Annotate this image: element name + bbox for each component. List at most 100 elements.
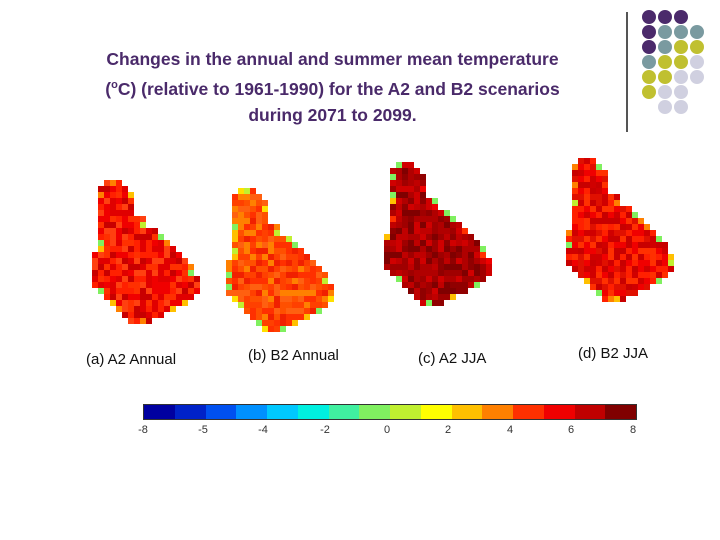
- map-cell: [304, 290, 310, 296]
- map-cell: [602, 182, 608, 188]
- map-cell: [626, 260, 632, 266]
- map-cell: [450, 264, 456, 270]
- map-cell: [274, 248, 280, 254]
- map-cell: [176, 282, 182, 288]
- map-cell: [632, 218, 638, 224]
- map-cell: [134, 282, 140, 288]
- map-cell: [244, 224, 250, 230]
- map-cell: [286, 236, 292, 242]
- map-cell: [584, 248, 590, 254]
- map-cell: [572, 170, 578, 176]
- map-cell: [408, 222, 414, 228]
- map-cell: [572, 212, 578, 218]
- map-cell: [578, 212, 584, 218]
- map-cell: [596, 200, 602, 206]
- map-cell: [444, 264, 450, 270]
- map-cell: [402, 252, 408, 258]
- map-cell: [408, 288, 414, 294]
- map-cell: [256, 266, 262, 272]
- map-cell: [572, 176, 578, 182]
- map-cell: [638, 224, 644, 230]
- map-cell: [408, 162, 414, 168]
- map-cell: [396, 246, 402, 252]
- decorative-dot: [674, 55, 688, 69]
- map-cell: [116, 258, 122, 264]
- map-cell: [656, 260, 662, 266]
- map-cell: [286, 314, 292, 320]
- map-cell: [396, 216, 402, 222]
- map-cell: [444, 216, 450, 222]
- map-cell: [134, 258, 140, 264]
- map-cell: [104, 234, 110, 240]
- map-cell: [274, 308, 280, 314]
- colorbar-segment: [605, 405, 636, 419]
- map-cell: [122, 186, 128, 192]
- map-cell: [390, 168, 396, 174]
- map-cell: [408, 204, 414, 210]
- map-cell: [256, 194, 262, 200]
- map-cell: [262, 320, 268, 326]
- map-cell: [292, 278, 298, 284]
- map-cell: [280, 260, 286, 266]
- map-cell: [438, 210, 444, 216]
- map-cell: [572, 266, 578, 272]
- map-cell: [390, 192, 396, 198]
- map-cell: [590, 284, 596, 290]
- map-cell: [578, 224, 584, 230]
- map-cell: [584, 206, 590, 212]
- map-cell: [620, 236, 626, 242]
- map-cell: [226, 290, 232, 296]
- map-cell: [268, 230, 274, 236]
- map-cell: [444, 240, 450, 246]
- map-cell: [590, 158, 596, 164]
- map-cell: [414, 228, 420, 234]
- map-cell: [596, 218, 602, 224]
- map-cell: [596, 164, 602, 170]
- map-cell: [426, 264, 432, 270]
- map-cell: [596, 242, 602, 248]
- map-cell: [104, 288, 110, 294]
- map-cell: [110, 222, 116, 228]
- map-cell: [152, 240, 158, 246]
- map-cell: [238, 266, 244, 272]
- colorbar-tick-label: 2: [444, 424, 452, 436]
- map-cell: [402, 216, 408, 222]
- map-cell: [256, 278, 262, 284]
- map-cell: [414, 180, 420, 186]
- map-cell: [140, 270, 146, 276]
- map-cell: [402, 228, 408, 234]
- map-cell: [420, 270, 426, 276]
- map-cell: [426, 282, 432, 288]
- map-cell: [420, 252, 426, 258]
- map-cell: [238, 278, 244, 284]
- map-cell: [298, 266, 304, 272]
- map-cell: [116, 192, 122, 198]
- map-cell: [170, 264, 176, 270]
- map-cell: [98, 288, 104, 294]
- map-cell: [122, 198, 128, 204]
- map-cell: [614, 290, 620, 296]
- map-cell: [480, 270, 486, 276]
- map-cell: [256, 248, 262, 254]
- map-cell: [116, 252, 122, 258]
- map-cell: [268, 236, 274, 242]
- map-cell: [250, 212, 256, 218]
- map-cell: [304, 266, 310, 272]
- map-cell: [170, 252, 176, 258]
- map-cell: [414, 192, 420, 198]
- map-cell: [426, 300, 432, 306]
- map-cell: [432, 204, 438, 210]
- map-cell: [116, 276, 122, 282]
- map-cell: [322, 284, 328, 290]
- map-cell: [432, 234, 438, 240]
- colorbar-tick-label: -5: [198, 424, 208, 436]
- map-cell: [104, 228, 110, 234]
- map-cell: [590, 164, 596, 170]
- map-cell: [414, 222, 420, 228]
- map-cell: [262, 314, 268, 320]
- map-cell: [268, 278, 274, 284]
- map-cell: [268, 308, 274, 314]
- map-cell: [250, 284, 256, 290]
- map-cell: [438, 252, 444, 258]
- map-cell: [590, 212, 596, 218]
